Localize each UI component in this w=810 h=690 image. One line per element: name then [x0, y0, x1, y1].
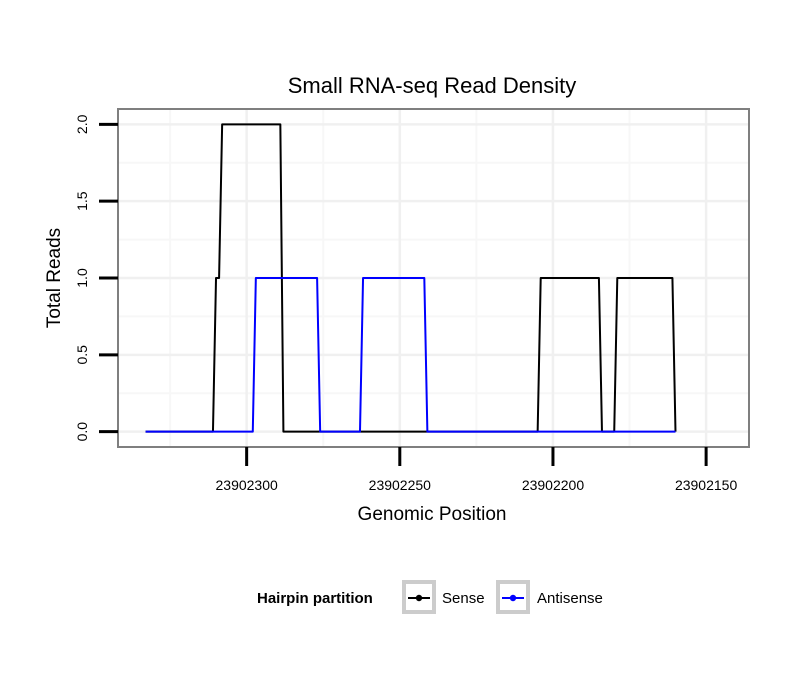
legend: Hairpin partition Sense Antisense — [257, 580, 603, 614]
x-tick-label: 23902150 — [675, 477, 738, 493]
y-tick-label: 0.0 — [74, 422, 90, 442]
x-tick-label: 23902250 — [369, 477, 432, 493]
x-axis-title: Genomic Position — [358, 504, 507, 525]
x-axis: 23902300 23902250 23902200 23902150 — [216, 447, 738, 493]
legend-item-sense: Sense — [402, 580, 485, 614]
y-tick-label: 2.0 — [74, 114, 90, 134]
y-tick-label: 0.5 — [74, 345, 90, 365]
y-tick-label: 1.5 — [74, 191, 90, 211]
y-axis-title: Total Reads — [44, 228, 65, 328]
chart-title: Small RNA-seq Read Density — [288, 73, 577, 98]
legend-item-antisense: Antisense — [496, 580, 603, 614]
legend-point-antisense — [509, 594, 517, 602]
x-tick-label: 23902300 — [216, 477, 279, 493]
series-layer — [145, 123, 677, 433]
y-axis: 0.0 0.5 1.0 1.5 2.0 — [74, 114, 118, 441]
legend-label-antisense: Antisense — [537, 590, 603, 607]
legend-label-sense: Sense — [442, 590, 485, 607]
y-tick-label: 1.0 — [74, 268, 90, 288]
x-tick-label: 23902200 — [522, 477, 585, 493]
legend-title: Hairpin partition — [257, 590, 373, 607]
legend-point-sense — [415, 594, 423, 602]
series-line-antisense — [145, 277, 676, 433]
plot-panel — [117, 108, 750, 448]
